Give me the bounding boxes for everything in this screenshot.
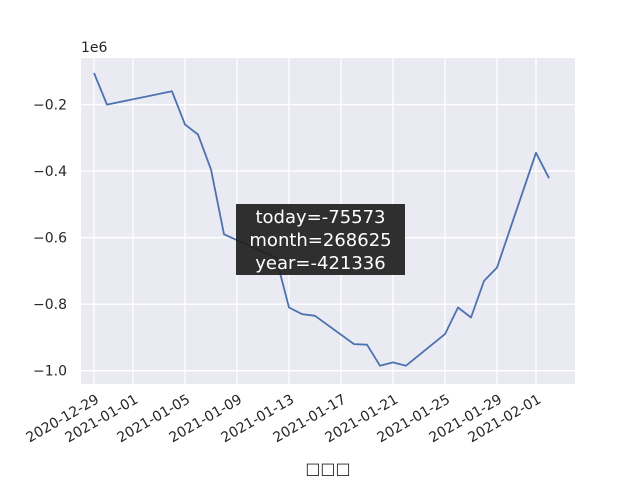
y-tick-label: −0.6 [33, 231, 67, 247]
y-tick-label: −0.4 [33, 164, 67, 180]
hover-tooltip: today=-75573 month=268625 year=-421336 [236, 204, 405, 275]
y-tick-label: −0.2 [33, 98, 67, 114]
tooltip-line: today=-75573 [255, 207, 386, 228]
series-line [93, 72, 550, 367]
x-tick-labels: 2020-12-292021-01-012021-01-052021-01-09… [24, 392, 544, 447]
tooltip-line: year=-421336 [255, 253, 386, 274]
series-layer [93, 72, 550, 367]
y-tick-label: −1.0 [33, 364, 67, 380]
tooltip-line: month=268625 [249, 230, 392, 251]
x-axis-label: □□□ [305, 459, 350, 478]
y-offset-label: 1e6 [81, 40, 108, 56]
y-tick-labels: −1.0 −0.8 −0.6 −0.4 −0.2 [33, 98, 67, 380]
y-tick-label: −0.8 [33, 297, 67, 313]
